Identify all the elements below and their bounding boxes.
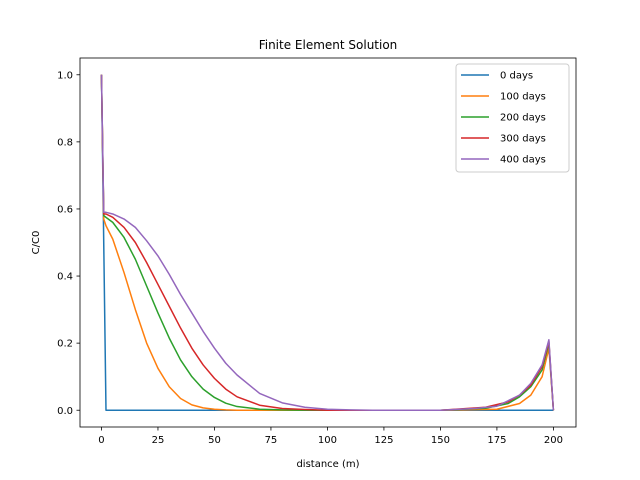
x-tick-label: 200 bbox=[544, 435, 563, 446]
x-axis-label: distance (m) bbox=[296, 459, 359, 470]
y-tick-label: 0.6 bbox=[57, 205, 73, 216]
legend-label-4: 400 days bbox=[500, 155, 546, 166]
legend-label-1: 100 days bbox=[500, 92, 546, 103]
chart-title: Finite Element Solution bbox=[259, 38, 398, 52]
legend-label-0: 0 days bbox=[500, 71, 533, 82]
x-tick-label: 50 bbox=[208, 435, 221, 446]
y-tick-label: 0.0 bbox=[57, 406, 73, 417]
y-tick-label: 0.8 bbox=[57, 137, 73, 148]
x-tick-label: 25 bbox=[152, 435, 165, 446]
y-axis-label: C/C0 bbox=[31, 231, 42, 255]
x-tick-label: 175 bbox=[487, 435, 506, 446]
x-tick-label: 75 bbox=[265, 435, 278, 446]
x-tick-label: 150 bbox=[431, 435, 450, 446]
legend: 0 days 100 days 200 days 300 days 400 days bbox=[456, 64, 569, 172]
legend-label-2: 200 days bbox=[500, 113, 546, 124]
x-tick-label: 125 bbox=[374, 435, 393, 446]
y-tick-label: 1.0 bbox=[57, 70, 73, 81]
x-tick-label: 0 bbox=[98, 435, 104, 446]
x-tick-label: 100 bbox=[318, 435, 337, 446]
y-tick-label: 0.2 bbox=[57, 339, 73, 350]
legend-label-3: 300 days bbox=[500, 134, 546, 145]
y-tick-label: 0.4 bbox=[57, 272, 73, 283]
